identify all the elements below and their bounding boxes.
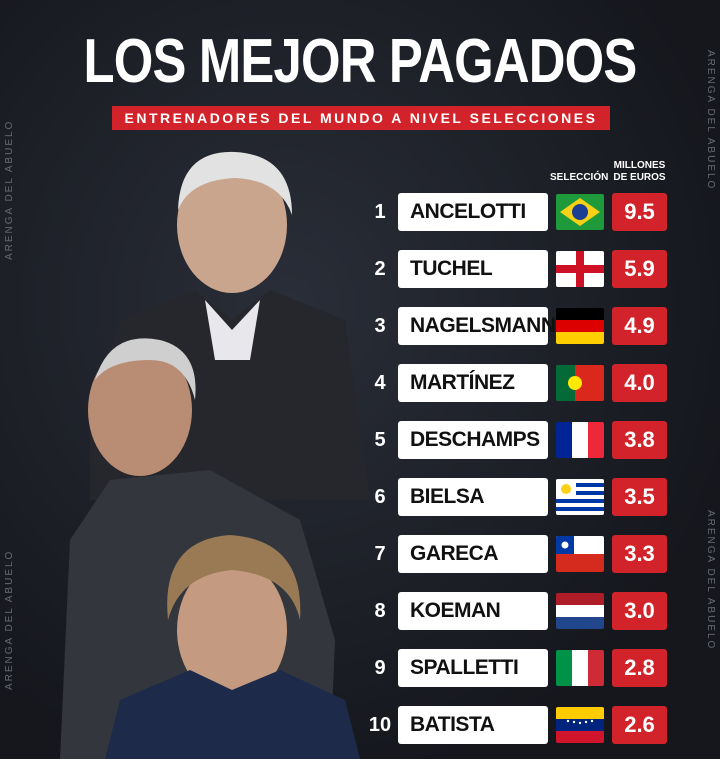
coach-name: BIELSA bbox=[398, 478, 548, 516]
coach-name: SPALLETTI bbox=[398, 649, 548, 687]
salary: 9.5 bbox=[612, 193, 667, 231]
rank: 9 bbox=[374, 657, 386, 679]
salary: 2.8 bbox=[612, 649, 667, 687]
flag bbox=[556, 422, 604, 458]
rank: 5 bbox=[374, 429, 386, 451]
column-header: MILLONES DE EUROS bbox=[613, 160, 666, 183]
flag bbox=[556, 479, 604, 515]
rank: 1 bbox=[374, 201, 386, 223]
flag bbox=[556, 536, 604, 572]
coach-name: TUCHEL bbox=[398, 250, 548, 288]
watermark: ARENGA DEL ABUELO bbox=[4, 119, 15, 260]
salary: 4.0 bbox=[612, 364, 667, 402]
rank: 3 bbox=[374, 315, 386, 337]
salary: 3.3 bbox=[612, 535, 667, 573]
coach-name: DESCHAMPS bbox=[398, 421, 548, 459]
flag bbox=[556, 650, 604, 686]
watermark: ARENGA DEL ABUELO bbox=[4, 549, 15, 690]
watermark: ARENGA DEL ABUELO bbox=[705, 50, 716, 191]
flag bbox=[556, 365, 604, 401]
coach-name: MARTÍNEZ bbox=[398, 364, 548, 402]
rank: 4 bbox=[374, 372, 386, 394]
rank: 6 bbox=[374, 486, 386, 508]
coach-name: KOEMAN bbox=[398, 592, 548, 630]
coach-name: NAGELSMANN bbox=[398, 307, 556, 345]
salary: 4.9 bbox=[612, 307, 667, 345]
subtitle: ENTRENADORES DEL MUNDO A NIVEL SELECCION… bbox=[112, 106, 610, 130]
flag bbox=[556, 194, 604, 230]
salary: 3.5 bbox=[612, 478, 667, 516]
rank: 10 bbox=[368, 714, 392, 736]
rank: 2 bbox=[374, 258, 386, 280]
rank: 7 bbox=[374, 543, 386, 565]
flag bbox=[556, 593, 604, 629]
flag bbox=[556, 707, 604, 743]
rank: 8 bbox=[374, 600, 386, 622]
flag bbox=[556, 251, 604, 287]
salary: 3.8 bbox=[612, 421, 667, 459]
salary: 3.0 bbox=[612, 592, 667, 630]
coach-name: BATISTA bbox=[398, 706, 548, 744]
flag bbox=[556, 308, 604, 344]
salary: 5.9 bbox=[612, 250, 667, 288]
column-header: SELECCIÓN bbox=[550, 172, 609, 183]
title: LOS MEJOR PAGADOS bbox=[83, 27, 638, 96]
salary: 2.6 bbox=[612, 706, 667, 744]
watermark: ARENGA DEL ABUELO bbox=[705, 510, 716, 651]
coach-name: ANCELOTTI bbox=[398, 193, 548, 231]
coach-name: GARECA bbox=[398, 535, 548, 573]
